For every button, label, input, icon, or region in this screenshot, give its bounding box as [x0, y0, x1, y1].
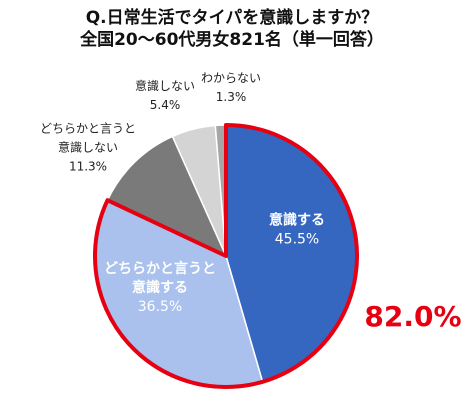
highlight-total-label: 82.0%: [364, 300, 461, 333]
slice-2-label: どちらかと言うと: [104, 260, 216, 277]
slice-4-label: 意識しない: [135, 78, 195, 93]
slice-2-label: 意識する: [132, 279, 188, 296]
slice-2-value-label: 36.5%: [138, 299, 182, 315]
slice-3-value-label: 11.3%: [69, 160, 107, 174]
slice-3-label: どちらかと言うと: [40, 122, 136, 136]
pie-slice-3: [106, 135, 228, 258]
highlight-outline: [93, 123, 359, 389]
chart-title-line-2: 全国20〜60代男女821名（単一回答）: [80, 30, 384, 50]
slice-1-label: 意識する: [269, 212, 325, 229]
slice-1-value-label: 45.5%: [275, 232, 319, 248]
slice-5-value-label: 1.3%: [216, 90, 247, 104]
slice-3-label: 意識しない: [58, 140, 118, 155]
slice-4-value-label: 5.4%: [150, 98, 181, 112]
slice-5-label: わからない: [201, 71, 261, 85]
chart-title-line-1: Q.日常生活でタイパを意識しますか？: [85, 8, 379, 28]
